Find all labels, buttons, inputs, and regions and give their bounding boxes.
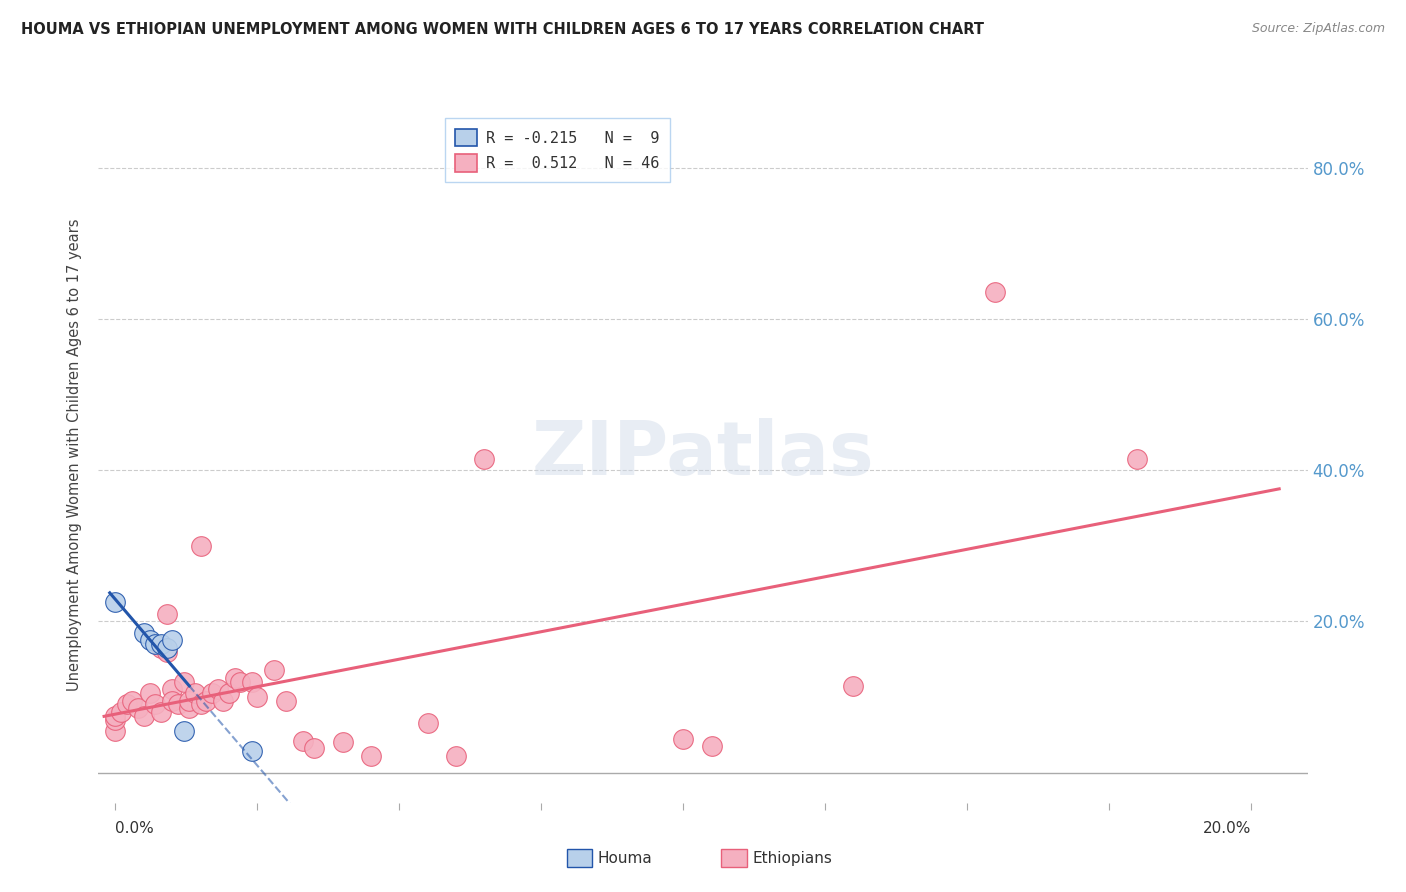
Text: Source: ZipAtlas.com: Source: ZipAtlas.com (1251, 22, 1385, 36)
Point (160, 633, 183, 648)
Point (207, 682, 229, 697)
Point (229, 674, 252, 689)
Point (190, 698, 212, 712)
Point (127, 701, 149, 715)
Point (143, 637, 166, 651)
Point (155, 644, 177, 658)
Point (474, 451, 496, 466)
Point (179, 701, 201, 715)
Point (138, 633, 160, 648)
Point (110, 705, 132, 719)
Point (195, 694, 218, 708)
Point (190, 539, 212, 553)
Point (240, 674, 263, 689)
Point (132, 625, 155, 640)
Point (138, 686, 160, 700)
Text: Ethiopians: Ethiopians (752, 851, 832, 865)
Point (984, 285, 1007, 300)
Point (179, 694, 201, 708)
Point (444, 748, 467, 763)
Point (104, 595, 127, 609)
Point (104, 708, 127, 723)
Point (160, 682, 183, 697)
Point (201, 686, 224, 700)
Point (291, 733, 314, 747)
Point (246, 690, 269, 704)
Point (184, 686, 207, 700)
Point (173, 723, 195, 738)
Point (173, 674, 195, 689)
Point (149, 640, 172, 655)
Point (149, 637, 172, 651)
Point (700, 739, 723, 753)
Point (132, 708, 155, 723)
Point (332, 735, 354, 749)
Point (115, 698, 138, 712)
Point (121, 694, 143, 708)
Point (302, 740, 325, 755)
Point (212, 694, 235, 708)
Text: 20.0%: 20.0% (1202, 821, 1251, 836)
Point (160, 694, 183, 708)
Text: HOUMA VS ETHIOPIAN UNEMPLOYMENT AMONG WOMEN WITH CHILDREN AGES 6 TO 17 YEARS COR: HOUMA VS ETHIOPIAN UNEMPLOYMENT AMONG WO… (21, 22, 984, 37)
Point (149, 705, 172, 719)
Point (167, 698, 190, 712)
Text: ZIPatlas: ZIPatlas (531, 418, 875, 491)
Point (143, 698, 166, 712)
Point (274, 694, 297, 708)
Point (224, 671, 246, 685)
Text: Houma: Houma (598, 851, 652, 865)
Point (104, 713, 127, 727)
Point (240, 744, 263, 758)
Point (263, 664, 285, 678)
Point (672, 731, 695, 746)
Point (360, 748, 382, 763)
Point (104, 723, 127, 738)
Point (842, 679, 865, 693)
Point (1126, 451, 1149, 466)
Point (218, 686, 240, 700)
Point (155, 640, 177, 655)
Point (155, 607, 177, 621)
Point (416, 716, 439, 731)
Y-axis label: Unemployment Among Women with Children Ages 6 to 17 years: Unemployment Among Women with Children A… (67, 219, 83, 691)
Text: 0.0%: 0.0% (115, 821, 155, 836)
Legend: R = -0.215   N =  9, R =  0.512   N = 46: R = -0.215 N = 9, R = 0.512 N = 46 (444, 118, 669, 183)
